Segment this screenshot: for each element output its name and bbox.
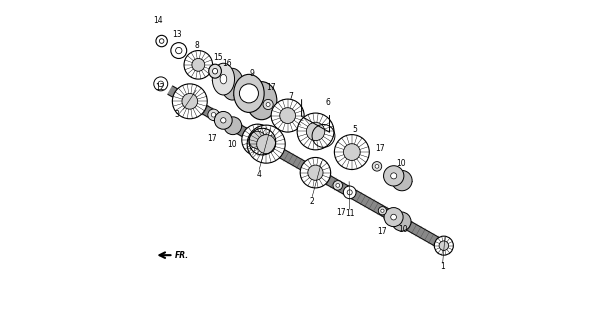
Text: 10: 10	[398, 225, 407, 234]
Ellipse shape	[208, 109, 219, 121]
Ellipse shape	[435, 236, 453, 255]
Text: 3: 3	[175, 109, 180, 118]
Ellipse shape	[221, 68, 243, 100]
Ellipse shape	[372, 162, 382, 171]
Text: 16: 16	[222, 60, 231, 68]
Ellipse shape	[392, 212, 411, 231]
Text: 4: 4	[257, 170, 262, 179]
Ellipse shape	[297, 113, 334, 150]
Polygon shape	[168, 86, 452, 253]
Ellipse shape	[384, 208, 403, 227]
Ellipse shape	[211, 113, 216, 117]
Ellipse shape	[220, 74, 227, 84]
Ellipse shape	[158, 81, 163, 87]
Ellipse shape	[156, 35, 168, 47]
Text: FR.: FR.	[175, 251, 189, 260]
Ellipse shape	[246, 82, 277, 120]
Text: 11: 11	[345, 209, 354, 219]
Text: 2: 2	[310, 197, 314, 206]
Text: 13: 13	[172, 30, 182, 39]
Ellipse shape	[333, 180, 342, 190]
Text: 15: 15	[213, 53, 223, 62]
Ellipse shape	[439, 241, 449, 251]
Text: 6: 6	[326, 99, 331, 108]
Ellipse shape	[307, 122, 325, 141]
Ellipse shape	[308, 165, 323, 180]
Ellipse shape	[212, 68, 217, 74]
Text: 7: 7	[288, 92, 293, 101]
Ellipse shape	[384, 166, 404, 186]
Ellipse shape	[263, 100, 273, 109]
Ellipse shape	[171, 43, 187, 59]
Ellipse shape	[344, 186, 356, 199]
Text: 17: 17	[266, 83, 276, 92]
Ellipse shape	[391, 214, 396, 220]
Ellipse shape	[245, 88, 254, 99]
Ellipse shape	[172, 84, 207, 119]
Ellipse shape	[391, 173, 397, 179]
Ellipse shape	[214, 111, 232, 129]
Text: 14: 14	[153, 16, 163, 25]
Text: 10: 10	[396, 159, 406, 168]
Ellipse shape	[381, 209, 384, 212]
Ellipse shape	[300, 157, 331, 188]
Text: 17: 17	[375, 144, 385, 153]
Ellipse shape	[220, 118, 226, 123]
Ellipse shape	[224, 117, 242, 135]
Ellipse shape	[184, 51, 212, 79]
Text: 9: 9	[249, 69, 254, 78]
Ellipse shape	[154, 77, 168, 91]
Text: 17: 17	[207, 134, 217, 143]
Ellipse shape	[378, 207, 387, 215]
Ellipse shape	[257, 135, 276, 154]
Ellipse shape	[392, 171, 412, 191]
Ellipse shape	[212, 63, 234, 95]
Ellipse shape	[280, 108, 296, 124]
Ellipse shape	[334, 135, 369, 170]
Ellipse shape	[247, 125, 285, 163]
Ellipse shape	[266, 102, 270, 107]
Ellipse shape	[239, 84, 259, 103]
Ellipse shape	[375, 164, 379, 168]
Text: 17: 17	[378, 227, 387, 236]
Text: 17: 17	[336, 208, 346, 217]
Ellipse shape	[192, 59, 205, 71]
Ellipse shape	[160, 39, 164, 43]
Ellipse shape	[209, 64, 222, 78]
Ellipse shape	[271, 99, 304, 132]
Ellipse shape	[336, 183, 340, 187]
Ellipse shape	[249, 131, 266, 149]
Ellipse shape	[175, 47, 182, 54]
Ellipse shape	[344, 144, 360, 160]
Text: 12: 12	[155, 83, 164, 92]
Text: 1: 1	[440, 262, 445, 271]
Text: 10: 10	[227, 140, 237, 149]
Text: 8: 8	[194, 41, 199, 50]
Ellipse shape	[347, 190, 352, 195]
Ellipse shape	[242, 124, 274, 156]
Ellipse shape	[234, 74, 264, 112]
Ellipse shape	[182, 93, 198, 109]
Text: 5: 5	[353, 125, 358, 134]
